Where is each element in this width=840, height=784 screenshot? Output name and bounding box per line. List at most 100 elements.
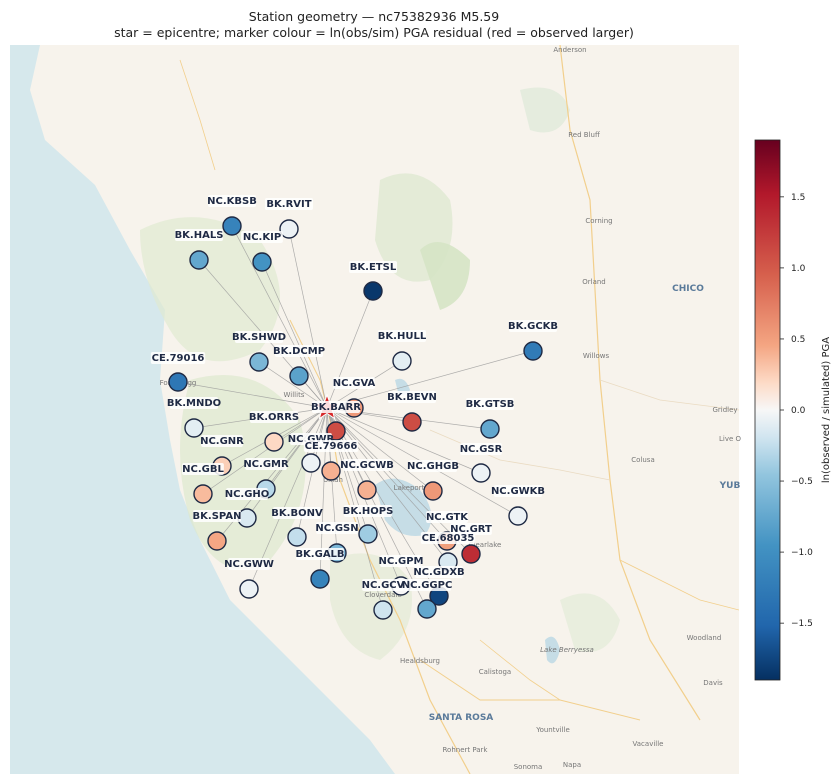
- station-label-bg: [234, 331, 284, 343]
- station-label: NC.GVA: [333, 378, 376, 389]
- station-marker[interactable]: [252, 252, 272, 272]
- station-marker[interactable]: [423, 481, 443, 501]
- station-label-bg: [333, 377, 375, 389]
- ray-line: [273, 407, 328, 443]
- colorbar-tick-label: 0.5: [791, 335, 805, 345]
- ray-line: [326, 407, 472, 555]
- station-marker[interactable]: [321, 461, 341, 481]
- chart-subtitle: star = epicentre; marker colour = ln(obs…: [114, 25, 634, 40]
- place-label: Vacaville: [633, 740, 664, 748]
- place-label: Cloverdale: [364, 591, 401, 599]
- colorbar-gradient: [754, 139, 781, 681]
- place-label: Corning: [585, 217, 612, 225]
- place-label: Willows: [583, 352, 610, 360]
- basemap: [10, 45, 739, 774]
- station-marker[interactable]: [480, 419, 500, 439]
- place-label: SANTA ROSA: [429, 713, 494, 723]
- station-marker[interactable]: [471, 463, 491, 483]
- station-label-bg: [182, 463, 224, 475]
- station-label: NC.GBL: [182, 464, 224, 475]
- place-label: Woodland: [687, 634, 722, 642]
- station-label-bg: [402, 579, 452, 591]
- place-label: Yountville: [535, 726, 570, 734]
- station-marker[interactable]: [264, 432, 284, 452]
- station-label: NC.GRT: [450, 524, 492, 535]
- station-marker[interactable]: [417, 599, 437, 619]
- station-marker[interactable]: [461, 544, 481, 564]
- place-label: Davis: [703, 679, 723, 687]
- station-label: BK.BONV: [271, 508, 323, 519]
- station-marker[interactable]: [207, 531, 227, 551]
- ray-line: [177, 381, 328, 409]
- station-label-bg: [201, 435, 243, 447]
- station-label-bg: [228, 558, 270, 570]
- station-label: BK.RVIT: [266, 199, 311, 210]
- ray-line: [202, 407, 328, 495]
- station-marker[interactable]: [402, 412, 422, 432]
- station-marker[interactable]: [279, 219, 299, 239]
- station-marker[interactable]: [193, 484, 213, 504]
- station-label: NC.GWKB: [491, 486, 545, 497]
- place-label: Red Bluff: [568, 131, 600, 139]
- place-label: Lake Berryessa: [540, 646, 594, 654]
- place-label: Colusa: [631, 456, 655, 464]
- station-label: NC.GWR: [288, 434, 335, 445]
- station-marker[interactable]: [168, 372, 188, 392]
- station-label: NC.GSR: [460, 444, 503, 455]
- ray-line: [261, 261, 328, 409]
- station-marker[interactable]: [363, 281, 383, 301]
- station-marker[interactable]: [289, 366, 309, 386]
- station-label-bg: [316, 522, 358, 534]
- station-label-bg: [460, 443, 502, 455]
- station-marker[interactable]: [184, 418, 204, 438]
- place-label: Live O: [719, 435, 742, 443]
- station-marker[interactable]: [357, 480, 377, 500]
- colorbar-label: ln(observed / simulated) PGA: [821, 337, 832, 483]
- station-label-bg: [362, 579, 404, 591]
- station-marker[interactable]: [239, 579, 259, 599]
- station-marker[interactable]: [301, 453, 321, 473]
- station-label: NC.GDXB: [413, 567, 464, 578]
- station-label: BK.BEVN: [387, 392, 437, 403]
- station-label-bg: [303, 440, 359, 452]
- station-marker[interactable]: [508, 506, 528, 526]
- station-label-bg: [408, 460, 458, 472]
- station-label-bg: [465, 398, 515, 410]
- station-label: NC.GTK: [426, 512, 469, 523]
- station-label: NC.GCWB: [340, 460, 394, 471]
- station-label-bg: [295, 548, 345, 560]
- station-label-bg: [380, 555, 422, 567]
- station-marker[interactable]: [189, 250, 209, 270]
- station-marker[interactable]: [523, 341, 543, 361]
- station-label: NC.GCV: [362, 580, 405, 591]
- colorbar-tick-label: −1.0: [791, 548, 813, 558]
- station-label-bg: [414, 566, 464, 578]
- station-marker[interactable]: [222, 216, 242, 236]
- station-label: BK.SPAN: [193, 511, 242, 522]
- station-label: NC.GHGB: [407, 461, 459, 472]
- station-marker[interactable]: [392, 351, 412, 371]
- station-marker[interactable]: [358, 524, 378, 544]
- station-label: NC.GWW: [224, 559, 274, 570]
- station-marker[interactable]: [310, 569, 330, 589]
- station-marker[interactable]: [373, 600, 393, 620]
- station-label: BK.GTSB: [466, 399, 515, 410]
- station-marker[interactable]: [249, 352, 269, 372]
- station-label-bg: [387, 391, 437, 403]
- chart-title: Station geometry — nc75382936 M5.59: [248, 9, 500, 24]
- station-label-bg: [311, 401, 361, 413]
- place-label: Gridley: [712, 406, 737, 414]
- station-label-bg: [150, 352, 206, 364]
- station-labels: NC.KBSB BK.RVIT BK.HALS NC.KIP BK.ETSL BK.GCK…: [150, 195, 558, 591]
- colorbar-ticks: 1.5 1.0 0.5 0.0 −0.5 −1.0 −1.5: [780, 193, 813, 629]
- station-label-bg: [343, 505, 393, 517]
- station-label: BK.SHWD: [232, 332, 286, 343]
- station-label: CE.68035: [422, 533, 475, 544]
- station-label-bg: [174, 229, 224, 241]
- station-label: CE.79016: [152, 353, 205, 364]
- station-marker[interactable]: [287, 527, 307, 547]
- station-label-bg: [249, 411, 299, 423]
- station-label-bg: [342, 459, 392, 471]
- colorbar-tick-label: 0.0: [791, 406, 806, 416]
- station-label: NC.GSN: [315, 523, 358, 534]
